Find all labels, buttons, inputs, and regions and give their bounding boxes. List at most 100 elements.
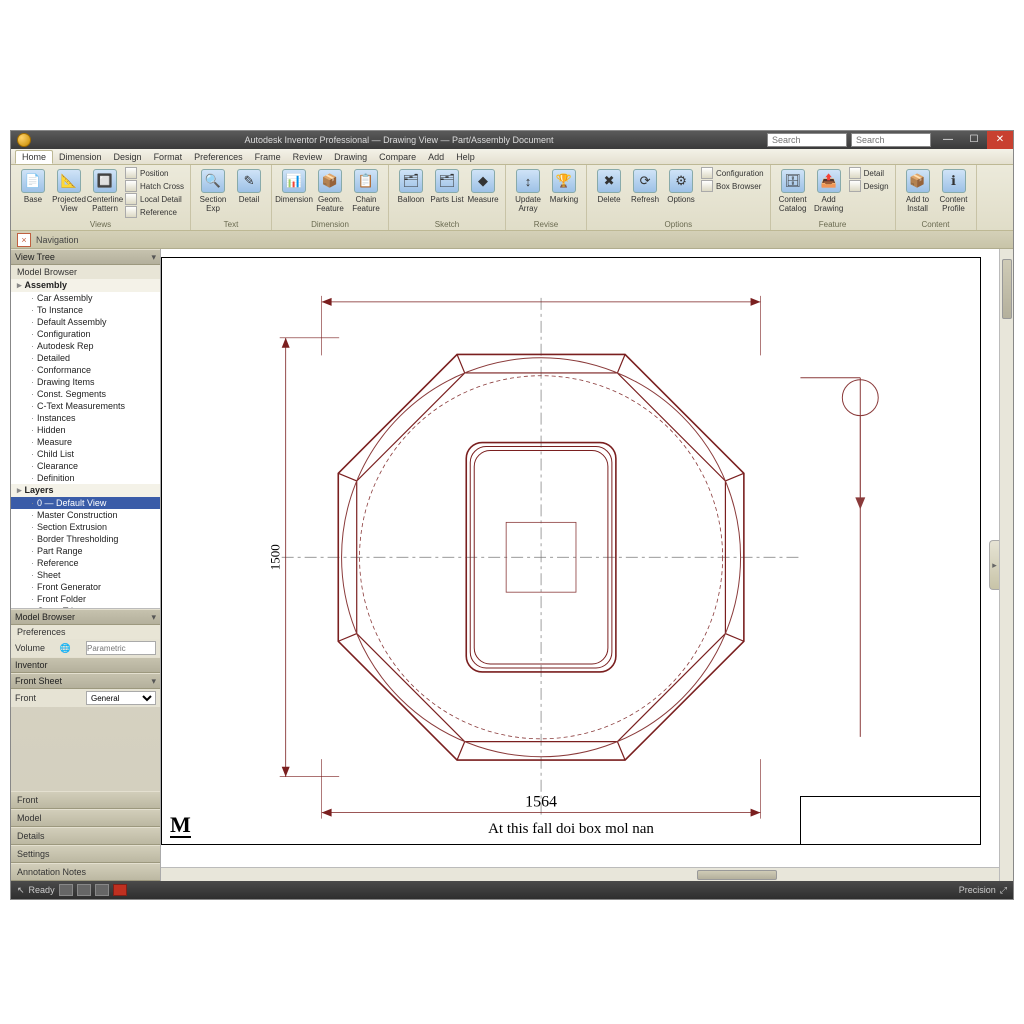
vertical-scrollbar[interactable]	[999, 249, 1013, 881]
maximize-button[interactable]: ☐	[961, 131, 987, 149]
ribbon-projected-view-button[interactable]: 📐Projected View	[51, 167, 87, 215]
ribbon-add-drawing-button[interactable]: 📤Add Drawing	[811, 167, 847, 215]
tree-section[interactable]: Assembly	[11, 279, 160, 292]
panel-inventor-header[interactable]: Inventor	[11, 657, 160, 673]
content-profile-icon: ℹ	[942, 169, 966, 193]
menu-help[interactable]: Help	[450, 151, 481, 163]
tree-item[interactable]: Hidden	[11, 424, 160, 436]
small-icon	[701, 167, 713, 179]
minimize-button[interactable]: —	[935, 131, 961, 149]
menu-drawing[interactable]: Drawing	[328, 151, 373, 163]
ribbon-configuration-button[interactable]: Configuration	[699, 167, 766, 179]
tree-item[interactable]: Measure	[11, 436, 160, 448]
tree-item[interactable]: Default Assembly	[11, 316, 160, 328]
tree-item[interactable]: Autodesk Rep	[11, 340, 160, 352]
ribbon-measure-button[interactable]: ◆Measure	[465, 167, 501, 206]
ribbon-add-to-install-button[interactable]: 📦Add to Install	[900, 167, 936, 215]
status-chip[interactable]	[77, 884, 91, 896]
menu-preferences[interactable]: Preferences	[188, 151, 249, 163]
ribbon-section-exp-button[interactable]: 🔍Section Exp	[195, 167, 231, 215]
ribbon-marking-button[interactable]: 🏆Marking	[546, 167, 582, 206]
menu-home[interactable]: Home	[15, 150, 53, 164]
secbar-close-icon[interactable]: ×	[17, 233, 31, 247]
ribbon-box-browser-button[interactable]: Box Browser	[699, 180, 766, 192]
ribbon-content-catalog-button[interactable]: 🗄Content Catalog	[775, 167, 811, 215]
ribbon-geom.-feature-button[interactable]: 📦Geom. Feature	[312, 167, 348, 215]
tree-item[interactable]: To Instance	[11, 304, 160, 316]
ribbon-position-button[interactable]: Position	[123, 167, 186, 179]
ribbon-delete-button[interactable]: ✖Delete	[591, 167, 627, 206]
tree-item[interactable]: Car Assembly	[11, 292, 160, 304]
tree-item[interactable]: Const. Segments	[11, 388, 160, 400]
panel-frontsheet-header[interactable]: Front Sheet ▾	[11, 673, 160, 689]
prop-front-select[interactable]: General	[86, 691, 156, 705]
tree-item[interactable]: Reference	[11, 557, 160, 569]
chevron-down-icon[interactable]: ▾	[151, 676, 156, 687]
ribbon-local-detail-button[interactable]: Local Detail	[123, 193, 186, 205]
status-chip-warning[interactable]	[113, 884, 127, 896]
panel-viewtree-header[interactable]: View Tree ▾	[11, 249, 160, 265]
tree-item[interactable]: Front Folder	[11, 593, 160, 605]
drawing-viewport[interactable]: 15641500 M At this fall doi box mol nan	[161, 249, 999, 867]
ribbon-options-button[interactable]: ⚙Options	[663, 167, 699, 206]
ribbon-reference-button[interactable]: Reference	[123, 206, 186, 218]
tree-item[interactable]: C-Text Measurements	[11, 400, 160, 412]
ribbon-chain-feature-button[interactable]: 📋Chain Feature	[348, 167, 384, 215]
status-chip[interactable]	[59, 884, 73, 896]
menu-dimension[interactable]: Dimension	[53, 151, 108, 163]
tree-item[interactable]: Conformance	[11, 364, 160, 376]
tree-item[interactable]: Detailed	[11, 352, 160, 364]
ribbon-detail-button[interactable]: Detail	[847, 167, 891, 179]
menu-review[interactable]: Review	[287, 151, 329, 163]
panel-modelbrowser-header[interactable]: Model Browser ▾	[11, 609, 160, 625]
tree-item[interactable]: Configuration	[11, 328, 160, 340]
tree-item[interactable]: Drawing Items	[11, 376, 160, 388]
tree-item[interactable]: Front Generator	[11, 581, 160, 593]
ribbon-design-button[interactable]: Design	[847, 180, 891, 192]
stack-panel-front[interactable]: Front	[11, 791, 160, 809]
small-icon	[125, 206, 137, 218]
ribbon-refresh-button[interactable]: ⟳Refresh	[627, 167, 663, 206]
tree-item[interactable]: Part Range	[11, 545, 160, 557]
ribbon: 📄Base📐Projected View🔲Centerline PatternP…	[11, 165, 1013, 231]
stack-panel-annotation-notes[interactable]: Annotation Notes	[11, 863, 160, 881]
tree-item[interactable]: Instances	[11, 412, 160, 424]
stack-panel-settings[interactable]: Settings	[11, 845, 160, 863]
menu-compare[interactable]: Compare	[373, 151, 422, 163]
tree-item[interactable]: Section Extrusion	[11, 521, 160, 533]
menu-format[interactable]: Format	[148, 151, 189, 163]
ribbon-centerline-pattern-button[interactable]: 🔲Centerline Pattern	[87, 167, 123, 215]
chevron-down-icon[interactable]: ▾	[151, 252, 156, 263]
menu-add[interactable]: Add	[422, 151, 450, 163]
tree-item[interactable]: 0 — Default View	[11, 497, 160, 509]
tree-section[interactable]: Layers	[11, 484, 160, 497]
title-search-2[interactable]	[851, 133, 931, 147]
ribbon-balloon-button[interactable]: 🗂Balloon	[393, 167, 429, 206]
tree-item[interactable]: Master Construction	[11, 509, 160, 521]
ribbon-parts-list-button[interactable]: 🗂Parts List	[429, 167, 465, 206]
ribbon-detail-button[interactable]: ✎Detail	[231, 167, 267, 206]
right-collapse-handle[interactable]: ▸	[989, 540, 999, 590]
close-button[interactable]: ✕	[987, 131, 1013, 149]
tree-item[interactable]: Clearance	[11, 460, 160, 472]
ribbon-update-array-button[interactable]: ↕Update Array	[510, 167, 546, 215]
menu-frame[interactable]: Frame	[249, 151, 287, 163]
tree-item[interactable]: Sheet	[11, 569, 160, 581]
prop-parametric-input[interactable]	[86, 641, 156, 655]
ribbon-base-button[interactable]: 📄Base	[15, 167, 51, 206]
chevron-down-icon[interactable]: ▾	[151, 612, 156, 623]
title-search-1[interactable]	[767, 133, 847, 147]
ribbon-content-profile-button[interactable]: ℹContent Profile	[936, 167, 972, 215]
menu-design[interactable]: Design	[108, 151, 148, 163]
status-chip[interactable]	[95, 884, 109, 896]
ribbon-dimension-button[interactable]: 📊Dimension	[276, 167, 312, 206]
stack-panel-model[interactable]: Model	[11, 809, 160, 827]
tree-item[interactable]: Definition	[11, 472, 160, 484]
tree-item[interactable]: Border Thresholding	[11, 533, 160, 545]
tree-item[interactable]: Child List	[11, 448, 160, 460]
status-expand-icon[interactable]: ⤢	[1000, 885, 1007, 896]
horizontal-scrollbar[interactable]	[161, 867, 999, 881]
ribbon-hatch-cross-button[interactable]: Hatch Cross	[123, 180, 186, 192]
model-tree[interactable]: AssemblyCar AssemblyTo InstanceDefault A…	[11, 279, 160, 609]
stack-panel-details[interactable]: Details	[11, 827, 160, 845]
